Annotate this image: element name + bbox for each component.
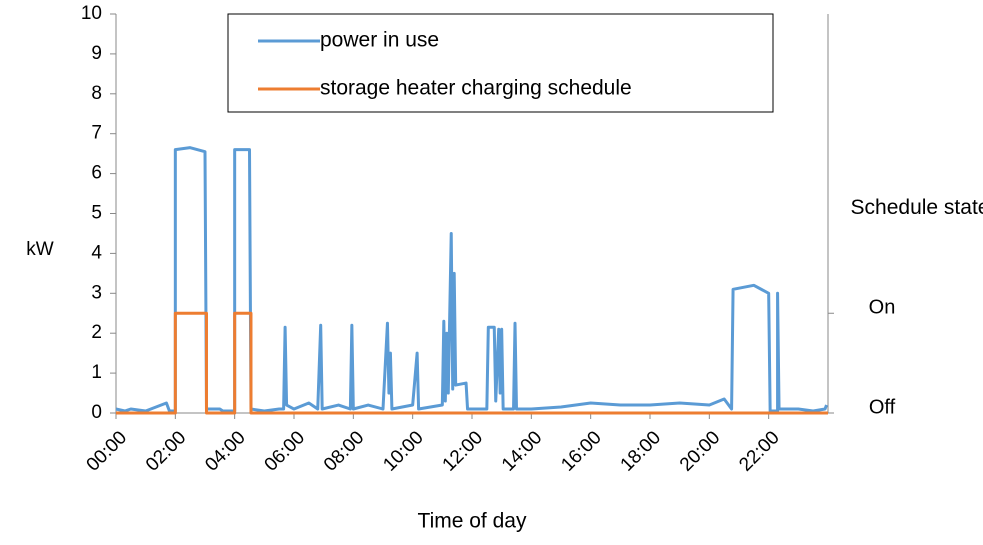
y-tick-label: 3 — [91, 282, 102, 303]
x-tick-label: 04:00 — [201, 427, 249, 475]
x-tick-label: 16:00 — [557, 427, 605, 475]
data-line — [116, 311, 828, 415]
y-tick-label: 8 — [91, 83, 102, 104]
x-axis-label: Time of day — [418, 510, 527, 533]
legend-label: power in use — [320, 29, 439, 52]
y-tick-label: 7 — [91, 123, 102, 144]
y-tick-label: 0 — [91, 402, 102, 423]
x-tick-label: 12:00 — [439, 427, 487, 475]
y-tick-label: 10 — [81, 3, 102, 24]
x-tick-label: 06:00 — [261, 427, 309, 475]
y-tick-label: 5 — [91, 203, 102, 224]
x-tick-label: 00:00 — [83, 427, 131, 475]
y-tick-label: 9 — [91, 43, 102, 64]
x-tick-label: 10:00 — [379, 427, 427, 475]
y-tick-label: 2 — [91, 322, 102, 343]
x-tick-label: 08:00 — [320, 427, 368, 475]
x-tick-label: 22:00 — [735, 427, 783, 475]
x-tick-label: 14:00 — [498, 427, 546, 475]
y-tick-label: 6 — [91, 163, 102, 184]
y2-axis-label: Schedule state — [850, 196, 983, 219]
data-line — [115, 146, 828, 413]
y-tick-label: 1 — [91, 362, 102, 383]
legend-box — [227, 13, 774, 113]
x-tick-label: 02:00 — [142, 427, 190, 475]
legend-label: storage heater charging schedule — [320, 77, 632, 100]
y-tick-label: 4 — [91, 242, 102, 263]
y-axis-label: kW — [26, 239, 54, 260]
x-tick-label: 20:00 — [676, 427, 724, 475]
x-tick-label: 18:00 — [617, 427, 665, 475]
y2-tick-label: Off — [869, 396, 896, 418]
y2-tick-label: On — [869, 297, 896, 319]
